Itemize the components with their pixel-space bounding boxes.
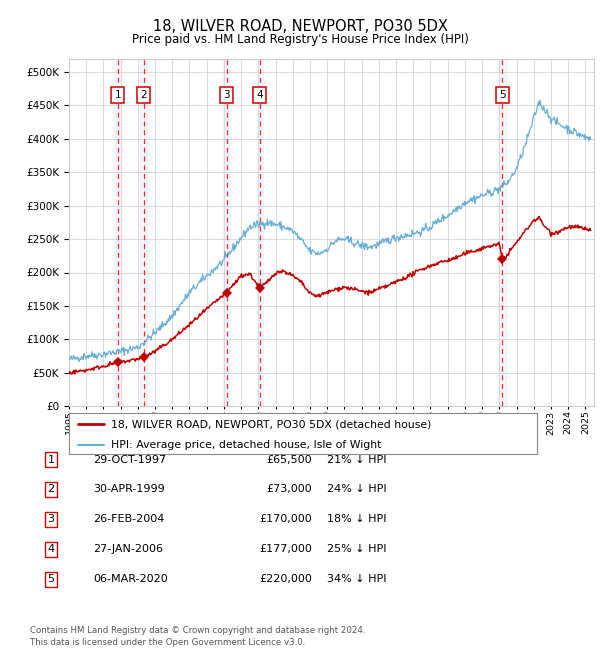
Bar xyxy=(257,58,263,406)
Bar xyxy=(115,58,121,406)
Text: £177,000: £177,000 xyxy=(259,544,312,554)
Text: 25% ↓ HPI: 25% ↓ HPI xyxy=(327,544,386,554)
Text: 4: 4 xyxy=(47,544,55,554)
Text: 3: 3 xyxy=(223,90,230,100)
Bar xyxy=(223,58,230,406)
Text: 4: 4 xyxy=(256,90,263,100)
Text: 2: 2 xyxy=(47,484,55,495)
Text: 21% ↓ HPI: 21% ↓ HPI xyxy=(327,454,386,465)
Bar xyxy=(140,58,146,406)
Text: Price paid vs. HM Land Registry's House Price Index (HPI): Price paid vs. HM Land Registry's House … xyxy=(131,32,469,46)
Text: 18% ↓ HPI: 18% ↓ HPI xyxy=(327,514,386,525)
Text: 1: 1 xyxy=(47,454,55,465)
Text: 18, WILVER ROAD, NEWPORT, PO30 5DX (detached house): 18, WILVER ROAD, NEWPORT, PO30 5DX (deta… xyxy=(111,419,431,429)
Text: £65,500: £65,500 xyxy=(266,454,312,465)
Text: 5: 5 xyxy=(499,90,506,100)
Text: HPI: Average price, detached house, Isle of Wight: HPI: Average price, detached house, Isle… xyxy=(111,440,382,450)
Text: 5: 5 xyxy=(47,574,55,584)
Text: 26-FEB-2004: 26-FEB-2004 xyxy=(93,514,164,525)
Text: 18, WILVER ROAD, NEWPORT, PO30 5DX: 18, WILVER ROAD, NEWPORT, PO30 5DX xyxy=(152,19,448,34)
Text: Contains HM Land Registry data © Crown copyright and database right 2024.
This d: Contains HM Land Registry data © Crown c… xyxy=(30,626,365,647)
Text: 3: 3 xyxy=(47,514,55,525)
Text: 06-MAR-2020: 06-MAR-2020 xyxy=(93,574,168,584)
Text: 29-OCT-1997: 29-OCT-1997 xyxy=(93,454,166,465)
Bar xyxy=(499,58,506,406)
Text: 34% ↓ HPI: 34% ↓ HPI xyxy=(327,574,386,584)
Text: £170,000: £170,000 xyxy=(259,514,312,525)
Text: 24% ↓ HPI: 24% ↓ HPI xyxy=(327,484,386,495)
Text: £220,000: £220,000 xyxy=(259,574,312,584)
Text: 2: 2 xyxy=(140,90,147,100)
Text: £73,000: £73,000 xyxy=(266,484,312,495)
Text: 27-JAN-2006: 27-JAN-2006 xyxy=(93,544,163,554)
Text: 30-APR-1999: 30-APR-1999 xyxy=(93,484,165,495)
Text: 1: 1 xyxy=(115,90,121,100)
